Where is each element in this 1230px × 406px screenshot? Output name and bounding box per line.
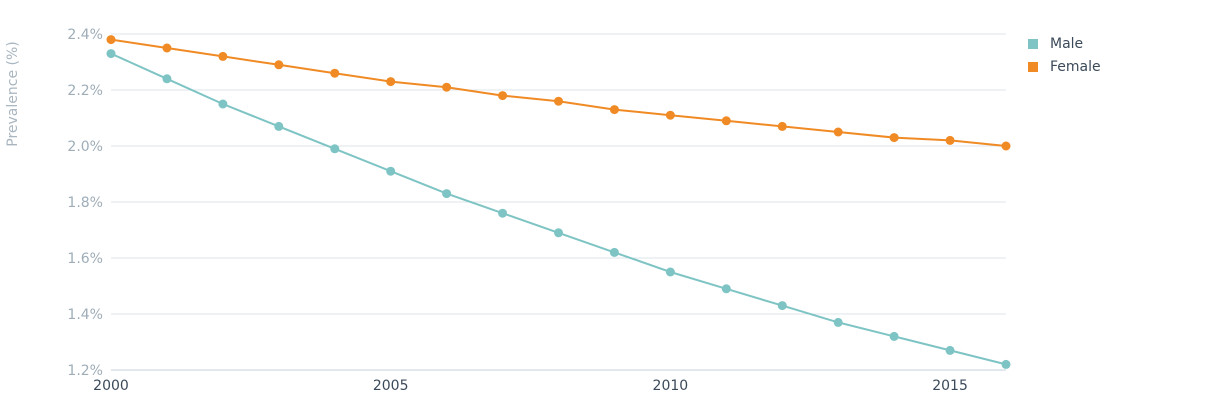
legend-item-female[interactable]: Female — [1028, 55, 1101, 78]
data-point-female — [330, 68, 340, 78]
data-point-male — [162, 74, 172, 84]
legend-label-male: Male — [1050, 35, 1084, 52]
x-tick-label: 2005 — [373, 378, 409, 394]
data-point-female — [609, 105, 619, 115]
data-point-female — [218, 51, 228, 61]
data-point-male — [777, 301, 787, 311]
legend-swatch-male — [1028, 38, 1038, 49]
data-point-female — [386, 77, 396, 87]
x-tick-label: 2000 — [93, 378, 129, 394]
data-point-male — [442, 189, 452, 199]
data-point-male — [386, 166, 396, 176]
data-point-male — [554, 228, 563, 238]
axis-layer: 1.2% 1.4% 1.6% 1.8% 2.0% 2.2% 2.4% 2000 2005 2010… — [67, 27, 967, 394]
series-line-female — [110, 38, 1007, 147]
data-point-male — [274, 121, 284, 131]
data-point-male — [889, 331, 899, 341]
data-point-female — [945, 135, 955, 145]
data-point-female — [721, 116, 731, 126]
legend-label-female: Female — [1050, 58, 1101, 75]
data-point-female — [442, 82, 452, 92]
data-point-female — [833, 127, 843, 137]
y-tick-label: 1.2% — [67, 363, 103, 379]
y-tick-label: 1.6% — [67, 251, 103, 267]
y-axis-label: Prevalence (%) — [5, 41, 21, 147]
y-tick-label: 2.2% — [67, 83, 103, 99]
grid-layer — [111, 33, 1006, 371]
data-point-female — [1001, 141, 1011, 151]
y-tick-label: 2.0% — [67, 139, 103, 155]
data-point-male — [609, 247, 619, 257]
data-point-male — [833, 317, 843, 327]
data-point-male — [945, 345, 955, 355]
data-point-female — [274, 60, 284, 70]
data-point-male — [721, 284, 731, 294]
x-tick-label: 2010 — [653, 378, 689, 394]
data-point-female — [162, 43, 172, 53]
data-point-female — [889, 133, 899, 143]
y-tick-label: 2.4% — [67, 27, 103, 43]
data-point-male — [1001, 359, 1011, 369]
x-tick-label: 2015 — [932, 378, 968, 394]
data-point-female — [498, 91, 508, 101]
data-point-male — [106, 49, 116, 59]
chart-legend: Male Female — [1028, 32, 1101, 78]
data-point-male — [330, 144, 340, 154]
data-point-female — [665, 110, 675, 120]
data-point-male — [665, 267, 675, 277]
y-tick-label: 1.4% — [67, 307, 103, 323]
series-layer — [106, 35, 1011, 369]
data-point-female — [554, 96, 563, 106]
legend-item-male[interactable]: Male — [1028, 32, 1101, 55]
data-point-female — [106, 35, 116, 45]
data-point-male — [498, 208, 508, 218]
legend-swatch-female — [1028, 61, 1038, 72]
y-tick-label: 1.8% — [67, 195, 103, 211]
data-point-female — [777, 121, 787, 131]
data-point-male — [218, 99, 228, 109]
